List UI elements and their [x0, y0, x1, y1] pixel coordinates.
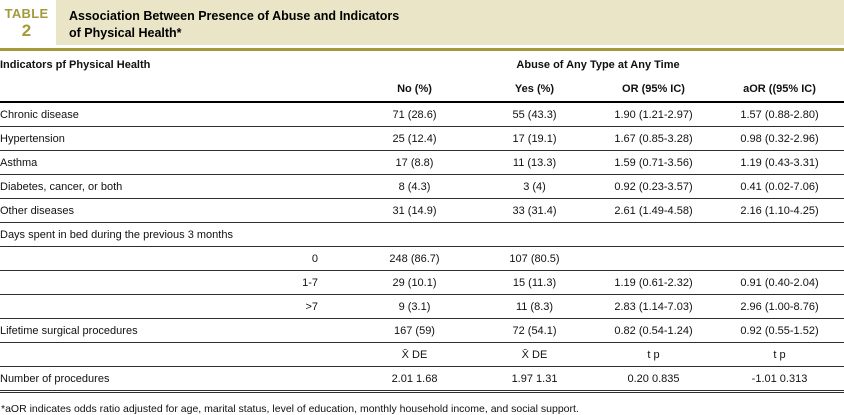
row-label: Lifetime surgical procedures — [0, 318, 352, 343]
cell-aor: 1.57 (0.88-2.80) — [715, 102, 844, 127]
cell-aor: 0.92 (0.55-1.52) — [715, 318, 844, 343]
cell-or — [592, 246, 715, 271]
table-title-line2: of Physical Health* — [69, 25, 182, 40]
cell-or: 1.59 (0.71-3.56) — [592, 150, 715, 175]
cell-no: 17 (8.8) — [352, 150, 477, 175]
table-title: Association Between Presence of Abuse an… — [56, 0, 844, 45]
cell-or: 1.90 (1.21-2.97) — [592, 102, 715, 127]
cell-or: 2.83 (1.14-7.03) — [592, 294, 715, 319]
cell-yes: 15 (11.3) — [477, 270, 592, 295]
cell-yes: 55 (43.3) — [477, 102, 592, 127]
row-sublabel: 0 — [165, 246, 318, 271]
table-row-other-diseases: Other diseases 31 (14.9) 33 (31.4) 2.61 … — [0, 198, 844, 223]
cell-yes: 1.97 1.31 — [477, 366, 592, 393]
table-header-band: TABLE 2 Association Between Presence of … — [0, 0, 844, 45]
column-header-yes: Yes (%) — [477, 77, 592, 103]
table-row-number-of-procedures: Number of procedures 2.01 1.68 1.97 1.31… — [0, 366, 844, 393]
row-sublabel: 1-7 — [165, 270, 318, 295]
table-row-days-1-7: 1-7 29 (10.1) 15 (11.3) 1.19 (0.61-2.32)… — [0, 270, 844, 295]
cell-or: 0.20 0.835 — [592, 366, 715, 393]
cell-yes: 17 (19.1) — [477, 126, 592, 151]
cell-no: 71 (28.6) — [352, 102, 477, 127]
table-section-days-in-bed: Days spent in bed during the previous 3 … — [0, 222, 844, 247]
column-header-indicators: Indicators pf Physical Health — [0, 58, 151, 71]
table-row-stat-header: X̄ DE X̄ DE t p t p — [0, 342, 844, 367]
cell-or: 1.67 (0.85-3.28) — [592, 126, 715, 151]
cell-no: 31 (14.9) — [352, 198, 477, 223]
cell-no: 25 (12.4) — [352, 126, 477, 151]
table-badge-word: TABLE — [4, 5, 49, 21]
cell-or: 0.92 (0.23-3.57) — [592, 174, 715, 199]
spacer-cell — [318, 294, 352, 319]
cell-or: 1.19 (0.61-2.32) — [592, 270, 715, 295]
table-badge: TABLE 2 — [0, 0, 53, 45]
column-header-or: OR (95% IC) — [592, 77, 715, 103]
row-label: Chronic disease — [0, 102, 352, 127]
column-header-no: No (%) — [352, 77, 477, 103]
table-badge-number: 2 — [21, 20, 32, 40]
row-label — [0, 342, 352, 367]
accent-rule — [0, 48, 844, 51]
spacer-cell — [318, 246, 352, 271]
table-row-chronic-disease: Chronic disease 71 (28.6) 55 (43.3) 1.90… — [0, 102, 844, 127]
row-label: Other diseases — [0, 198, 352, 223]
cell-aor: -1.01 0.313 — [715, 366, 844, 393]
cell-yes: 72 (54.1) — [477, 318, 592, 343]
row-label: Hypertension — [0, 126, 352, 151]
cell-mean-sd-header-no: X̄ DE — [352, 342, 477, 367]
row-label — [0, 246, 165, 271]
section-label: Days spent in bed during the previous 3 … — [0, 222, 844, 247]
cell-mean-sd-header-yes: X̄ DE — [477, 342, 592, 367]
data-table: Indicators pf Physical Health Abuse of A… — [0, 52, 844, 393]
cell-yes: 11 (8.3) — [477, 294, 592, 319]
spacer-cell — [318, 270, 352, 295]
cell-no: 8 (4.3) — [352, 174, 477, 199]
cell-no: 29 (10.1) — [352, 270, 477, 295]
table-row-days-gt7: >7 9 (3.1) 11 (8.3) 2.83 (1.14-7.03) 2.9… — [0, 294, 844, 319]
column-spanner-abuse: Abuse of Any Type at Any Time — [516, 58, 680, 71]
cell-t-p-header-aor: t p — [715, 342, 844, 367]
header-row-columns: No (%) Yes (%) OR (95% IC) aOR ((95% IC) — [0, 77, 844, 103]
header-empty-cell — [0, 77, 352, 103]
table-row-asthma: Asthma 17 (8.8) 11 (13.3) 1.59 (0.71-3.5… — [0, 150, 844, 175]
header-row-spanner: Indicators pf Physical Health Abuse of A… — [0, 52, 844, 77]
cell-yes: 3 (4) — [477, 174, 592, 199]
cell-yes: 107 (80.5) — [477, 246, 592, 271]
table-row-diabetes-cancer: Diabetes, cancer, or both 8 (4.3) 3 (4) … — [0, 174, 844, 199]
row-label: Asthma — [0, 150, 352, 175]
cell-or: 0.82 (0.54-1.24) — [592, 318, 715, 343]
table-row-days-0: 0 248 (86.7) 107 (80.5) — [0, 246, 844, 271]
cell-t-p-header-or: t p — [592, 342, 715, 367]
cell-aor: 2.96 (1.00-8.76) — [715, 294, 844, 319]
row-sublabel: >7 — [165, 294, 318, 319]
cell-aor: 1.19 (0.43-3.31) — [715, 150, 844, 175]
cell-no: 9 (3.1) — [352, 294, 477, 319]
cell-aor: 0.91 (0.40-2.04) — [715, 270, 844, 295]
table-row-hypertension: Hypertension 25 (12.4) 17 (19.1) 1.67 (0… — [0, 126, 844, 151]
table-title-line1: Association Between Presence of Abuse an… — [69, 9, 400, 23]
row-label: Number of procedures — [0, 366, 352, 393]
row-label: Diabetes, cancer, or both — [0, 174, 352, 199]
cell-or: 2.61 (1.49-4.58) — [592, 198, 715, 223]
table-row-lifetime-surgical: Lifetime surgical procedures 167 (59) 72… — [0, 318, 844, 343]
row-label — [0, 270, 165, 295]
cell-aor: 2.16 (1.10-4.25) — [715, 198, 844, 223]
cell-yes: 33 (31.4) — [477, 198, 592, 223]
cell-yes: 11 (13.3) — [477, 150, 592, 175]
column-header-aor: aOR ((95% IC) — [715, 77, 844, 103]
cell-no: 167 (59) — [352, 318, 477, 343]
cell-aor — [715, 246, 844, 271]
cell-aor: 0.98 (0.32-2.96) — [715, 126, 844, 151]
cell-no: 248 (86.7) — [352, 246, 477, 271]
cell-aor: 0.41 (0.02-7.06) — [715, 174, 844, 199]
row-label — [0, 294, 165, 319]
cell-no: 2.01 1.68 — [352, 366, 477, 393]
table-footnote: *aOR indicates odds ratio adjusted for a… — [1, 403, 579, 415]
